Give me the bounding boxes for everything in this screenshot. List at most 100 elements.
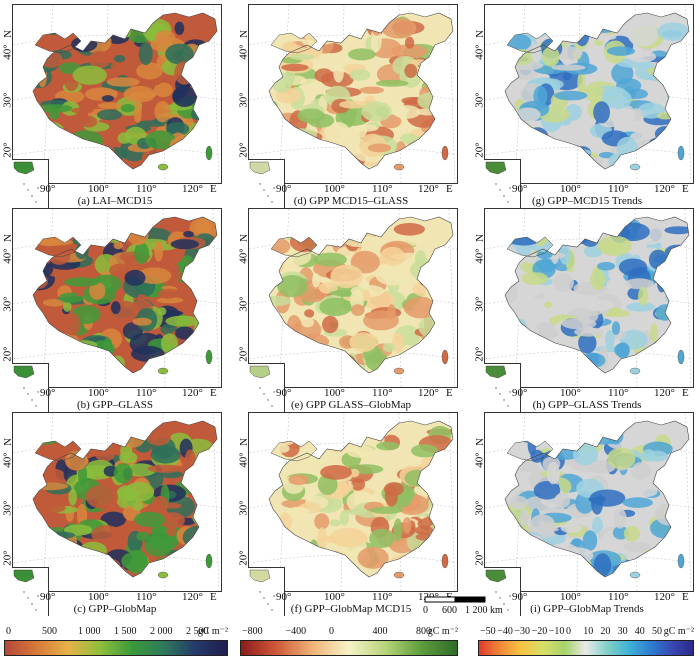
lon-label-90: 90° — [512, 183, 528, 195]
north-label: N — [473, 30, 486, 38]
panel-caption: (i) GPP–GlobMap Trends — [530, 603, 644, 615]
colorbar-tick-label: 500 — [42, 626, 57, 637]
colorbar-tick-label: −10 — [548, 626, 565, 637]
map-frame — [248, 4, 458, 184]
longitude-labels: 90° 100° 110° 120° E — [248, 183, 458, 196]
map-frame — [12, 412, 222, 592]
south-china-sea-inset — [484, 567, 521, 616]
lat-label-20: 20° — [1, 550, 14, 566]
lon-label-120: 120° — [654, 183, 675, 195]
lat-label-40: 40° — [473, 452, 486, 468]
colorbar-unit: gC m⁻² — [197, 626, 228, 637]
colorbar-tick-label: 1 000 — [78, 626, 101, 637]
lat-label-30: 30° — [473, 92, 486, 108]
lon-label-90: 90° — [512, 591, 528, 603]
lon-label-90: 90° — [276, 387, 292, 399]
map-frame — [484, 4, 694, 184]
colorbar-tick-label: 1 500 — [114, 626, 137, 637]
lat-label-40: 40° — [473, 248, 486, 264]
east-label: E — [210, 591, 217, 603]
lon-label-100: 100° — [560, 183, 581, 195]
lat-label-20: 20° — [1, 142, 14, 158]
north-label: N — [237, 30, 250, 38]
colorbar-tick-label: 0 — [6, 626, 11, 637]
colorbar-gpp: 0 500 1 000 1 500 2 000 2 500 gC m⁻² — [4, 626, 228, 656]
map-frame — [248, 412, 458, 592]
lon-label-100: 100° — [88, 387, 109, 399]
east-label: E — [682, 183, 689, 195]
lon-label-110: 110° — [372, 591, 393, 603]
map-panel-d: N 40° 30° 20° 90° 100° 110° 120° E (d) G… — [237, 4, 462, 208]
lat-label-20: 20° — [473, 346, 486, 362]
south-china-sea-inset — [12, 363, 49, 412]
panel-caption: (g) GPP–MCD15 Trends — [531, 195, 643, 207]
lat-label-20: 20° — [473, 550, 486, 566]
colorbar-tick-label: −40 — [497, 626, 513, 637]
lat-label-30: 30° — [237, 500, 250, 516]
lon-label-120: 120° — [654, 591, 675, 603]
colorbar-tick-label: 50 — [652, 626, 662, 637]
lat-label-20: 20° — [237, 346, 250, 362]
lon-label-90: 90° — [276, 591, 292, 603]
lat-label-20: 20° — [1, 346, 14, 362]
colorbar-tick-label: 10 — [583, 626, 594, 637]
south-china-sea-inset — [484, 159, 521, 208]
lon-label-120: 120° — [182, 183, 203, 195]
lon-label-90: 90° — [40, 591, 56, 603]
panel-caption: (h) GPP–GLASS Trends — [532, 399, 642, 411]
lat-label-40: 40° — [237, 248, 250, 264]
north-label: N — [473, 234, 486, 242]
north-label: N — [1, 30, 14, 38]
scale-label-600: 600 — [442, 605, 457, 616]
north-label: N — [1, 438, 14, 446]
colorbar-tick-label: 0 — [566, 626, 571, 637]
panel-caption: (c) GPP–GlobMap — [73, 603, 157, 615]
lon-label-110: 110° — [136, 591, 157, 603]
east-label: E — [210, 387, 217, 399]
north-label: N — [237, 234, 250, 242]
colorbar-tick-label: −20 — [531, 626, 548, 637]
colorbar-tick-label: −800 — [242, 626, 263, 637]
east-label: E — [682, 387, 689, 399]
lon-label-110: 110° — [608, 387, 629, 399]
colorbar-tick-label: 2 000 — [150, 626, 173, 637]
colorbar-trend: −50 −40 −30 −20 −10 0 10 20 30 40 50 gC m⁻² — [478, 626, 694, 656]
lat-label-40: 40° — [473, 44, 486, 60]
colorbar-tick-label: 800 — [416, 626, 431, 637]
east-label: E — [446, 183, 453, 195]
lat-label-20: 20° — [237, 550, 250, 566]
lat-label-30: 30° — [237, 92, 250, 108]
map-panel-h: N 40° 30° 20° 90° 100° 110° 120° E (h) G… — [473, 208, 698, 412]
panel-caption: (b) GPP–GLASS — [76, 399, 154, 411]
colorbar-tick-label: 30 — [617, 626, 628, 637]
east-label: E — [210, 183, 217, 195]
lat-label-30: 30° — [473, 296, 486, 312]
colorbar-trend-gradient — [478, 640, 694, 656]
colorbar-tick-label: −50 — [480, 626, 496, 637]
longitude-labels: 90° 100° 110° 120° E — [248, 387, 458, 400]
lon-label-120: 120° — [418, 387, 439, 399]
longitude-labels: 90° 100° 110° 120° E — [12, 183, 222, 196]
lat-label-30: 30° — [237, 296, 250, 312]
lon-label-90: 90° — [40, 387, 56, 399]
east-label: E — [446, 387, 453, 399]
longitude-labels: 90° 100° 110° 120° E — [12, 591, 222, 604]
map-panel-b: N 40° 30° 20° 90° 100° 110° 120° E (b) G… — [1, 208, 226, 412]
lat-label-40: 40° — [1, 248, 14, 264]
lon-label-90: 90° — [512, 387, 528, 399]
colorbar-gpp-gradient — [4, 640, 228, 656]
map-panel-i: N 40° 30° 20° 90° 100° 110° 120° E (i) G… — [473, 412, 698, 616]
lon-label-100: 100° — [324, 387, 345, 399]
lon-label-110: 110° — [608, 183, 629, 195]
lat-label-40: 40° — [237, 44, 250, 60]
lon-label-110: 110° — [372, 183, 393, 195]
map-frame — [12, 4, 222, 184]
lon-label-120: 120° — [418, 183, 439, 195]
longitude-labels: 90° 100° 110° 120° E — [484, 591, 694, 604]
lon-label-90: 90° — [40, 183, 56, 195]
lon-label-100: 100° — [324, 183, 345, 195]
map-frame — [248, 208, 458, 388]
lon-label-120: 120° — [654, 387, 675, 399]
lon-label-100: 100° — [560, 591, 581, 603]
lat-label-30: 30° — [1, 296, 14, 312]
